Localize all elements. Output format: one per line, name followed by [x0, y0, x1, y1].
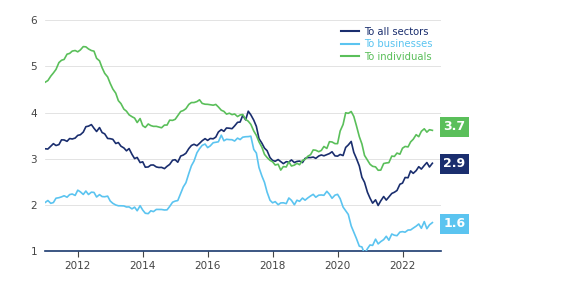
Text: 1.6: 1.6 — [443, 217, 465, 230]
Text: 2.9: 2.9 — [443, 157, 465, 170]
Text: 3.7: 3.7 — [443, 120, 465, 133]
Legend: To all sectors, To businesses, To individuals: To all sectors, To businesses, To indivi… — [337, 23, 436, 66]
